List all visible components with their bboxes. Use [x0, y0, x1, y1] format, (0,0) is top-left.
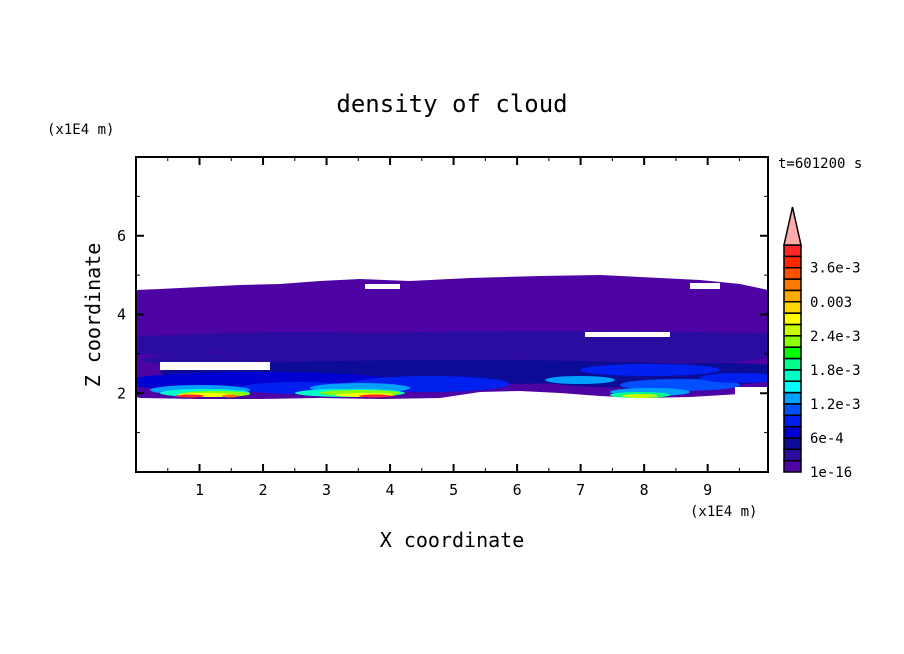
- x-tick-label: 7: [576, 481, 585, 499]
- x-unit-label: (x1E4 m): [690, 504, 757, 520]
- colorbar-swatch: [783, 459, 802, 473]
- colorbar-swatch: [783, 437, 802, 451]
- colorbar: 1e-16 6e-4 1.2e-3 1.8e-3 2.4e-3 0.003 3.6e-3: [783, 206, 861, 481]
- contour-band: [622, 394, 658, 398]
- colorbar-swatch: [783, 357, 802, 371]
- colorbar-swatch: [783, 448, 802, 462]
- contour-band: [359, 394, 391, 398]
- colorbar-swatch: [783, 403, 802, 416]
- x-axis-label: X coordinate: [380, 528, 525, 552]
- no-data-region: [735, 387, 768, 395]
- y-unit-label: (x1E4 m): [47, 122, 114, 138]
- colorbar-swatch: [783, 346, 802, 360]
- no-data-region: [585, 332, 670, 337]
- contour-band: [700, 373, 768, 383]
- colorbar-swatch: [783, 301, 802, 314]
- colorbar-label: 3.6e-3: [810, 261, 861, 277]
- colorbar-swatch: [783, 289, 802, 303]
- colorbar-swatch: [783, 391, 802, 405]
- colorbar-swatch: [783, 323, 802, 337]
- contour-band: [222, 394, 238, 398]
- colorbar-swatch: [783, 278, 802, 292]
- contour-band: [545, 376, 615, 384]
- x-tick-label: 2: [259, 481, 268, 499]
- no-data-region: [690, 283, 720, 289]
- y-axis-label: Z coordinate: [81, 243, 105, 388]
- y-tick-label: 6: [117, 227, 126, 245]
- colorbar-label: 1e-16: [810, 465, 852, 481]
- colorbar-swatch: [783, 312, 802, 326]
- colorbar-label: 1.2e-3: [810, 397, 861, 413]
- colorbar-swatch: [783, 266, 802, 280]
- contour-band: [580, 364, 720, 376]
- colorbar-swatch: [783, 255, 802, 269]
- colorbar-label: 1.8e-3: [810, 363, 861, 379]
- colorbar-extend-triangle: [783, 206, 802, 246]
- no-data-region: [365, 284, 400, 289]
- colorbar-swatch: [783, 380, 802, 394]
- contour-field: [136, 275, 768, 399]
- contour-band: [176, 394, 204, 398]
- colorbar-swatch: [783, 369, 802, 382]
- colorbar-label: 0.003: [810, 295, 852, 311]
- colorbar-swatch: [783, 414, 802, 428]
- contour-band: [136, 335, 230, 355]
- x-tick-label: 1: [195, 481, 204, 499]
- x-tick-label: 6: [513, 481, 522, 499]
- y-tick-label: 2: [117, 384, 126, 402]
- chart-title: density of cloud: [336, 90, 567, 118]
- axis-ticks: 1 2 3 4 5 6 7 8 9 2 4 6: [117, 157, 768, 499]
- no-data-region: [160, 362, 270, 370]
- colorbar-swatch: [783, 244, 802, 258]
- colorbar-label: 2.4e-3: [810, 329, 861, 345]
- colorbar-swatch: [783, 335, 802, 348]
- x-tick-label: 8: [640, 481, 649, 499]
- x-tick-label: 4: [386, 481, 395, 499]
- y-tick-label: 4: [117, 306, 126, 324]
- contour-band: [510, 345, 768, 365]
- time-label: t=601200 s: [778, 156, 862, 172]
- x-tick-label: 9: [703, 481, 712, 499]
- x-tick-label: 3: [322, 481, 331, 499]
- x-tick-label: 5: [449, 481, 458, 499]
- colorbar-swatch: [783, 425, 802, 439]
- colorbar-label: 6e-4: [810, 431, 844, 447]
